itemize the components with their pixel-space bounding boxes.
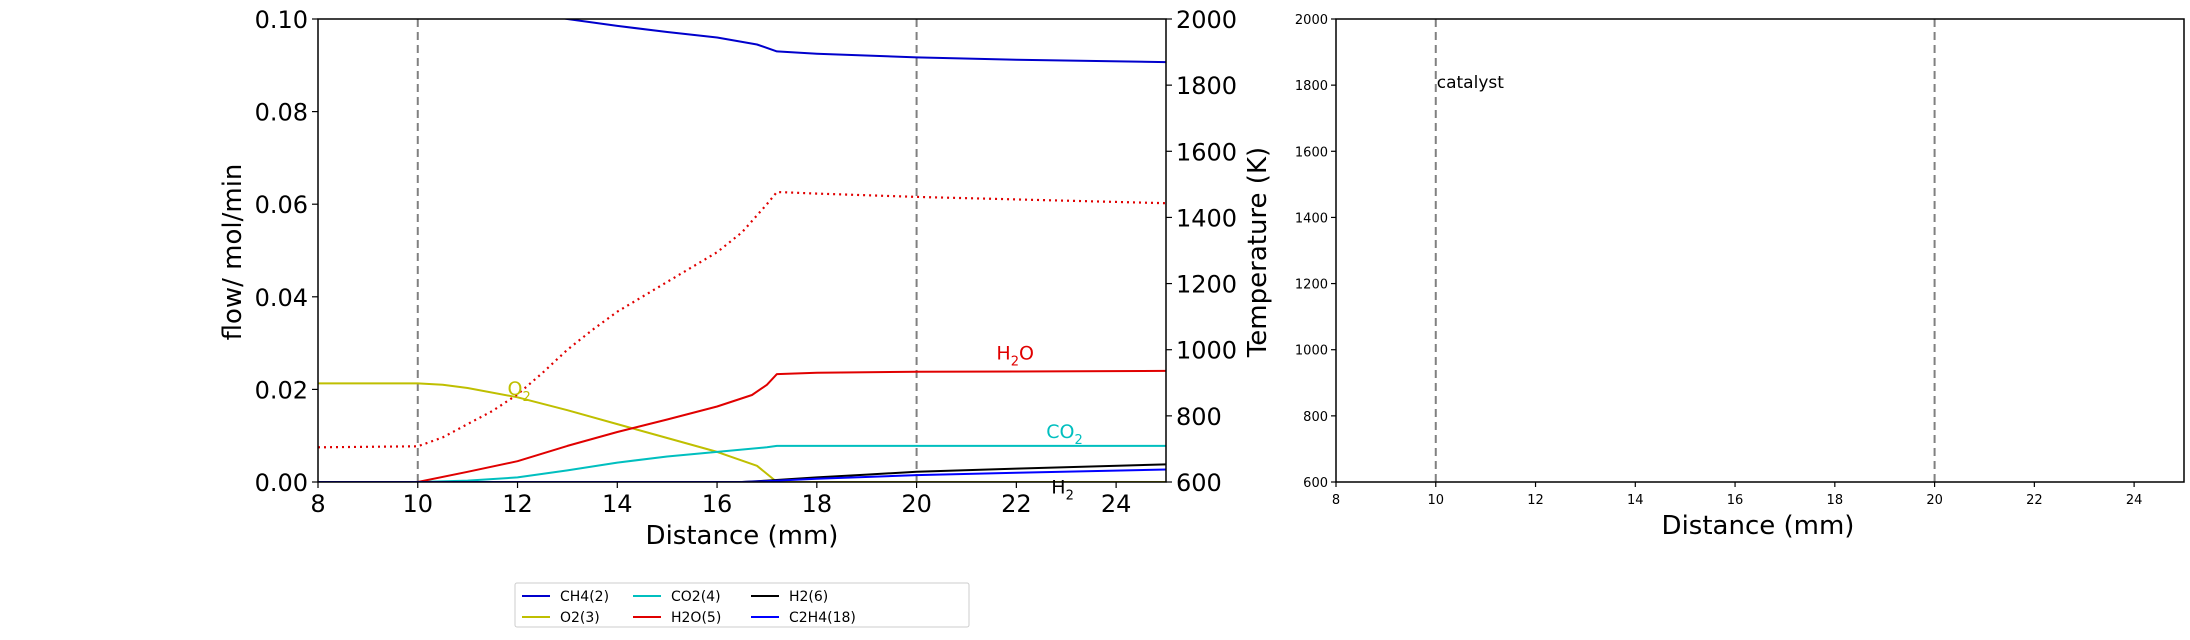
right-x-tick-label: 12 [1527, 493, 1544, 508]
right-x-tick-label: 10 [1427, 493, 1444, 508]
left-x-tick-label: 16 [702, 490, 733, 518]
right-x-tick-label: 14 [1627, 493, 1644, 508]
legend-entry-label: C2H4(18) [789, 610, 856, 626]
left-chart-marks [318, 19, 1166, 482]
right-y-tick-label: 1000 [1176, 337, 1237, 365]
right-y-tick-label: 1400 [1295, 211, 1328, 226]
left-x-tick-label: 12 [502, 490, 533, 518]
left-y-tick-label: 0.10 [255, 6, 308, 34]
left-plot-frame [317, 18, 1167, 483]
series-line-2 [318, 444, 1166, 482]
chart-left: 8 10 12 14 16 18 20 22 24 0.00 0.02 0.04 0.06 0.08 0.1… [218, 6, 1273, 551]
right-plot-frame [1335, 18, 2185, 483]
right-y-axis-label: Temperature (K) [1243, 147, 1273, 358]
right-y-tick-label: 1000 [1295, 344, 1328, 359]
left-x-tick-label: 22 [1001, 490, 1032, 518]
legend-entry-label: O2(3) [560, 610, 600, 626]
right-x-tick-label: 16 [1727, 493, 1744, 508]
right-y-tick-label: 800 [1176, 403, 1222, 431]
series-line-0 [561, 19, 1166, 64]
right-y-tick-label: 2000 [1295, 13, 1328, 28]
right-y-tick-label: 800 [1303, 410, 1328, 425]
series-annotation-0: H2O [996, 342, 1034, 369]
right-x-axis-label: Distance (mm) [1662, 511, 1855, 541]
right-x-tick-label: 22 [2026, 493, 2043, 508]
right-y-tick-label: 1600 [1176, 138, 1237, 166]
right-x-tick-label: 8 [1332, 493, 1340, 508]
series-line-6 [318, 190, 1166, 449]
chart-right: catalyst 8 10 12 14 16 18 20 22 24 600 800 1000 1200… [1295, 13, 2185, 541]
left-y-tick-label: 0.06 [255, 191, 308, 219]
series-annotation-2: O2 [508, 378, 531, 405]
right-y-tick-label: 2000 [1176, 6, 1237, 34]
right-chart-axes: 8 10 12 14 16 18 20 22 24 600 800 1000 1200 1400 1600 1… [1295, 13, 2185, 508]
series-line-3 [318, 369, 1166, 482]
left-x-tick-label: 10 [402, 490, 433, 518]
right-y-tick-label: 600 [1176, 469, 1222, 497]
right-y-tick-label: 1200 [1176, 271, 1237, 299]
series-line-5 [318, 468, 1166, 482]
right-chart-marks: catalyst [1434, 19, 1936, 482]
right-y-tick-label: 1600 [1295, 145, 1328, 160]
right-x-tick-label: 20 [1926, 493, 1943, 508]
left-y-tick-label: 0.04 [255, 284, 308, 312]
legend-entry-label: H2(6) [789, 589, 828, 605]
left-x-tick-label: 20 [901, 490, 932, 518]
series-annotation-3: H2 [1051, 477, 1074, 504]
right-y-tick-label: 1200 [1295, 278, 1328, 293]
series-line-1 [318, 382, 1166, 482]
chart-legend: CH4(2) O2(3) CO2(4) H2O(5) H2(6) C2H4(18) [514, 582, 970, 628]
left-x-tick-label: 8 [310, 490, 325, 518]
series-annotation-1: CO2 [1046, 421, 1083, 448]
left-chart-axes: 8 10 12 14 16 18 20 22 24 0.00 0.02 0.04 0.06 0.08 0.1… [255, 6, 1238, 518]
left-x-tick-label: 24 [1101, 490, 1132, 518]
right-y-tick-label: 1400 [1176, 204, 1237, 232]
legend-entry-label: CH4(2) [560, 589, 609, 605]
right-x-tick-label: 18 [1827, 493, 1844, 508]
legend-frame [514, 582, 970, 628]
left-y-tick-label: 0.08 [255, 99, 308, 127]
catalyst-annotation: catalyst [1437, 73, 1504, 93]
left-y-axis-label: flow/ mol/min [218, 164, 248, 341]
right-y-tick-label: 1800 [1176, 72, 1237, 100]
right-y-tick-label: 600 [1303, 476, 1328, 491]
legend-entry-label: H2O(5) [671, 610, 721, 626]
left-y-tick-label: 0.02 [255, 376, 308, 404]
right-x-tick-label: 24 [2126, 493, 2143, 508]
right-y-tick-label: 1800 [1295, 79, 1328, 94]
left-x-tick-label: 14 [602, 490, 633, 518]
legend-entry-label: CO2(4) [671, 589, 721, 605]
left-x-tick-label: 18 [802, 490, 833, 518]
left-x-axis-label: Distance (mm) [646, 521, 839, 551]
left-y-tick-label: 0.00 [255, 469, 308, 497]
